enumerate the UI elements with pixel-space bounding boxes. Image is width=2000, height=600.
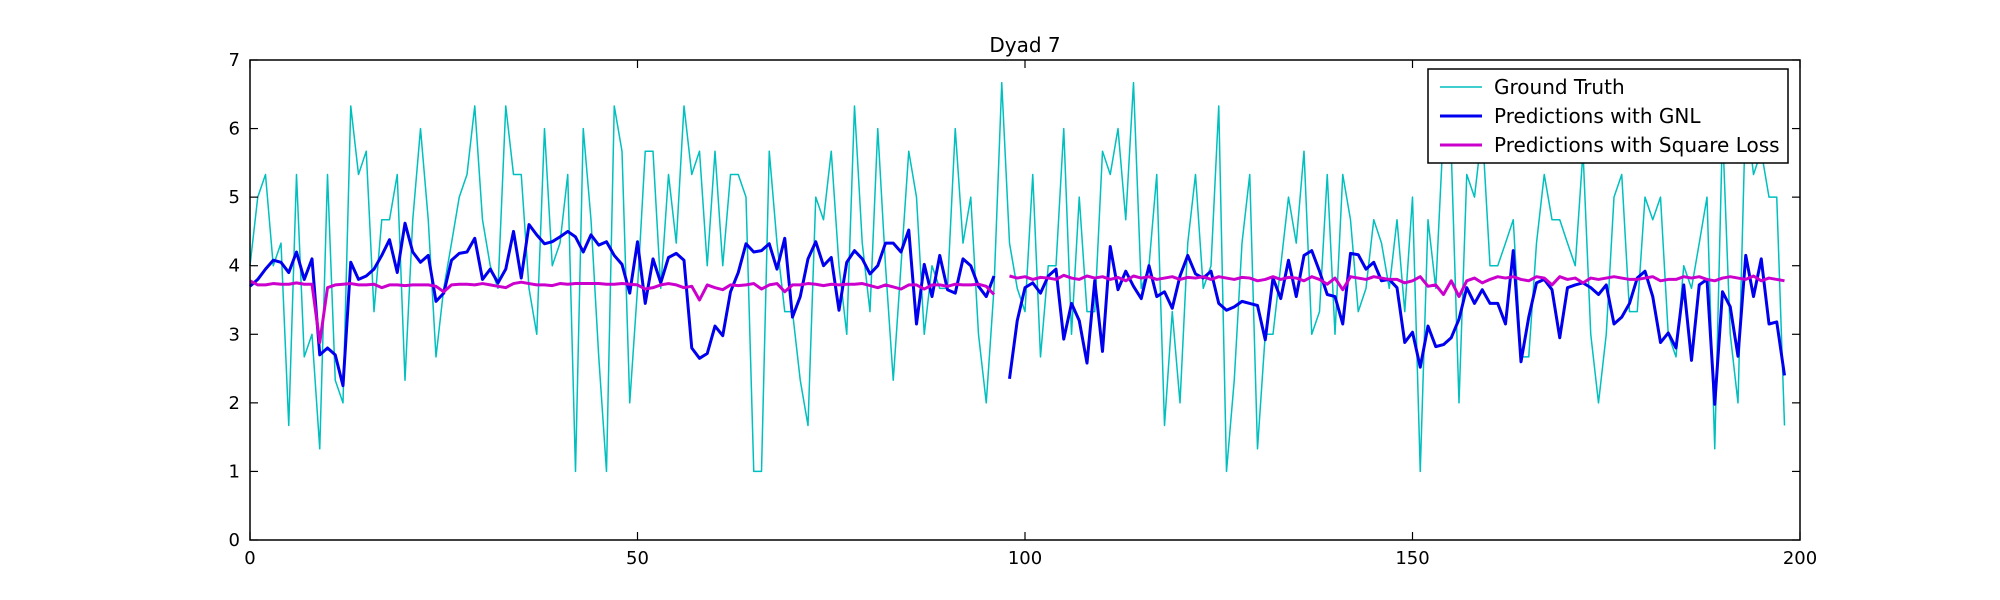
y-tick-label: 1 (229, 461, 240, 482)
x-tick-label: 50 (626, 548, 649, 569)
y-tick-label: 5 (229, 187, 240, 208)
y-tick-label: 4 (229, 256, 240, 277)
y-tick-label: 0 (229, 530, 240, 551)
legend-label-2: Predictions with Square Loss (1494, 133, 1780, 157)
x-tick-label: 200 (1783, 548, 1817, 569)
x-tick-label: 100 (1008, 548, 1042, 569)
x-tick-label: 0 (244, 548, 255, 569)
y-tick-label: 3 (229, 324, 240, 345)
y-tick-label: 7 (229, 50, 240, 71)
chart-title: Dyad 7 (989, 33, 1060, 57)
legend-label-0: Ground Truth (1494, 75, 1625, 99)
legend: Ground Truth Predictions with GNL Predicti… (1428, 69, 1788, 163)
legend-label-1: Predictions with GNL (1494, 104, 1701, 128)
y-tick-label: 6 (229, 119, 240, 140)
y-tick-label: 2 (229, 393, 240, 414)
x-tick-label: 150 (1395, 548, 1429, 569)
